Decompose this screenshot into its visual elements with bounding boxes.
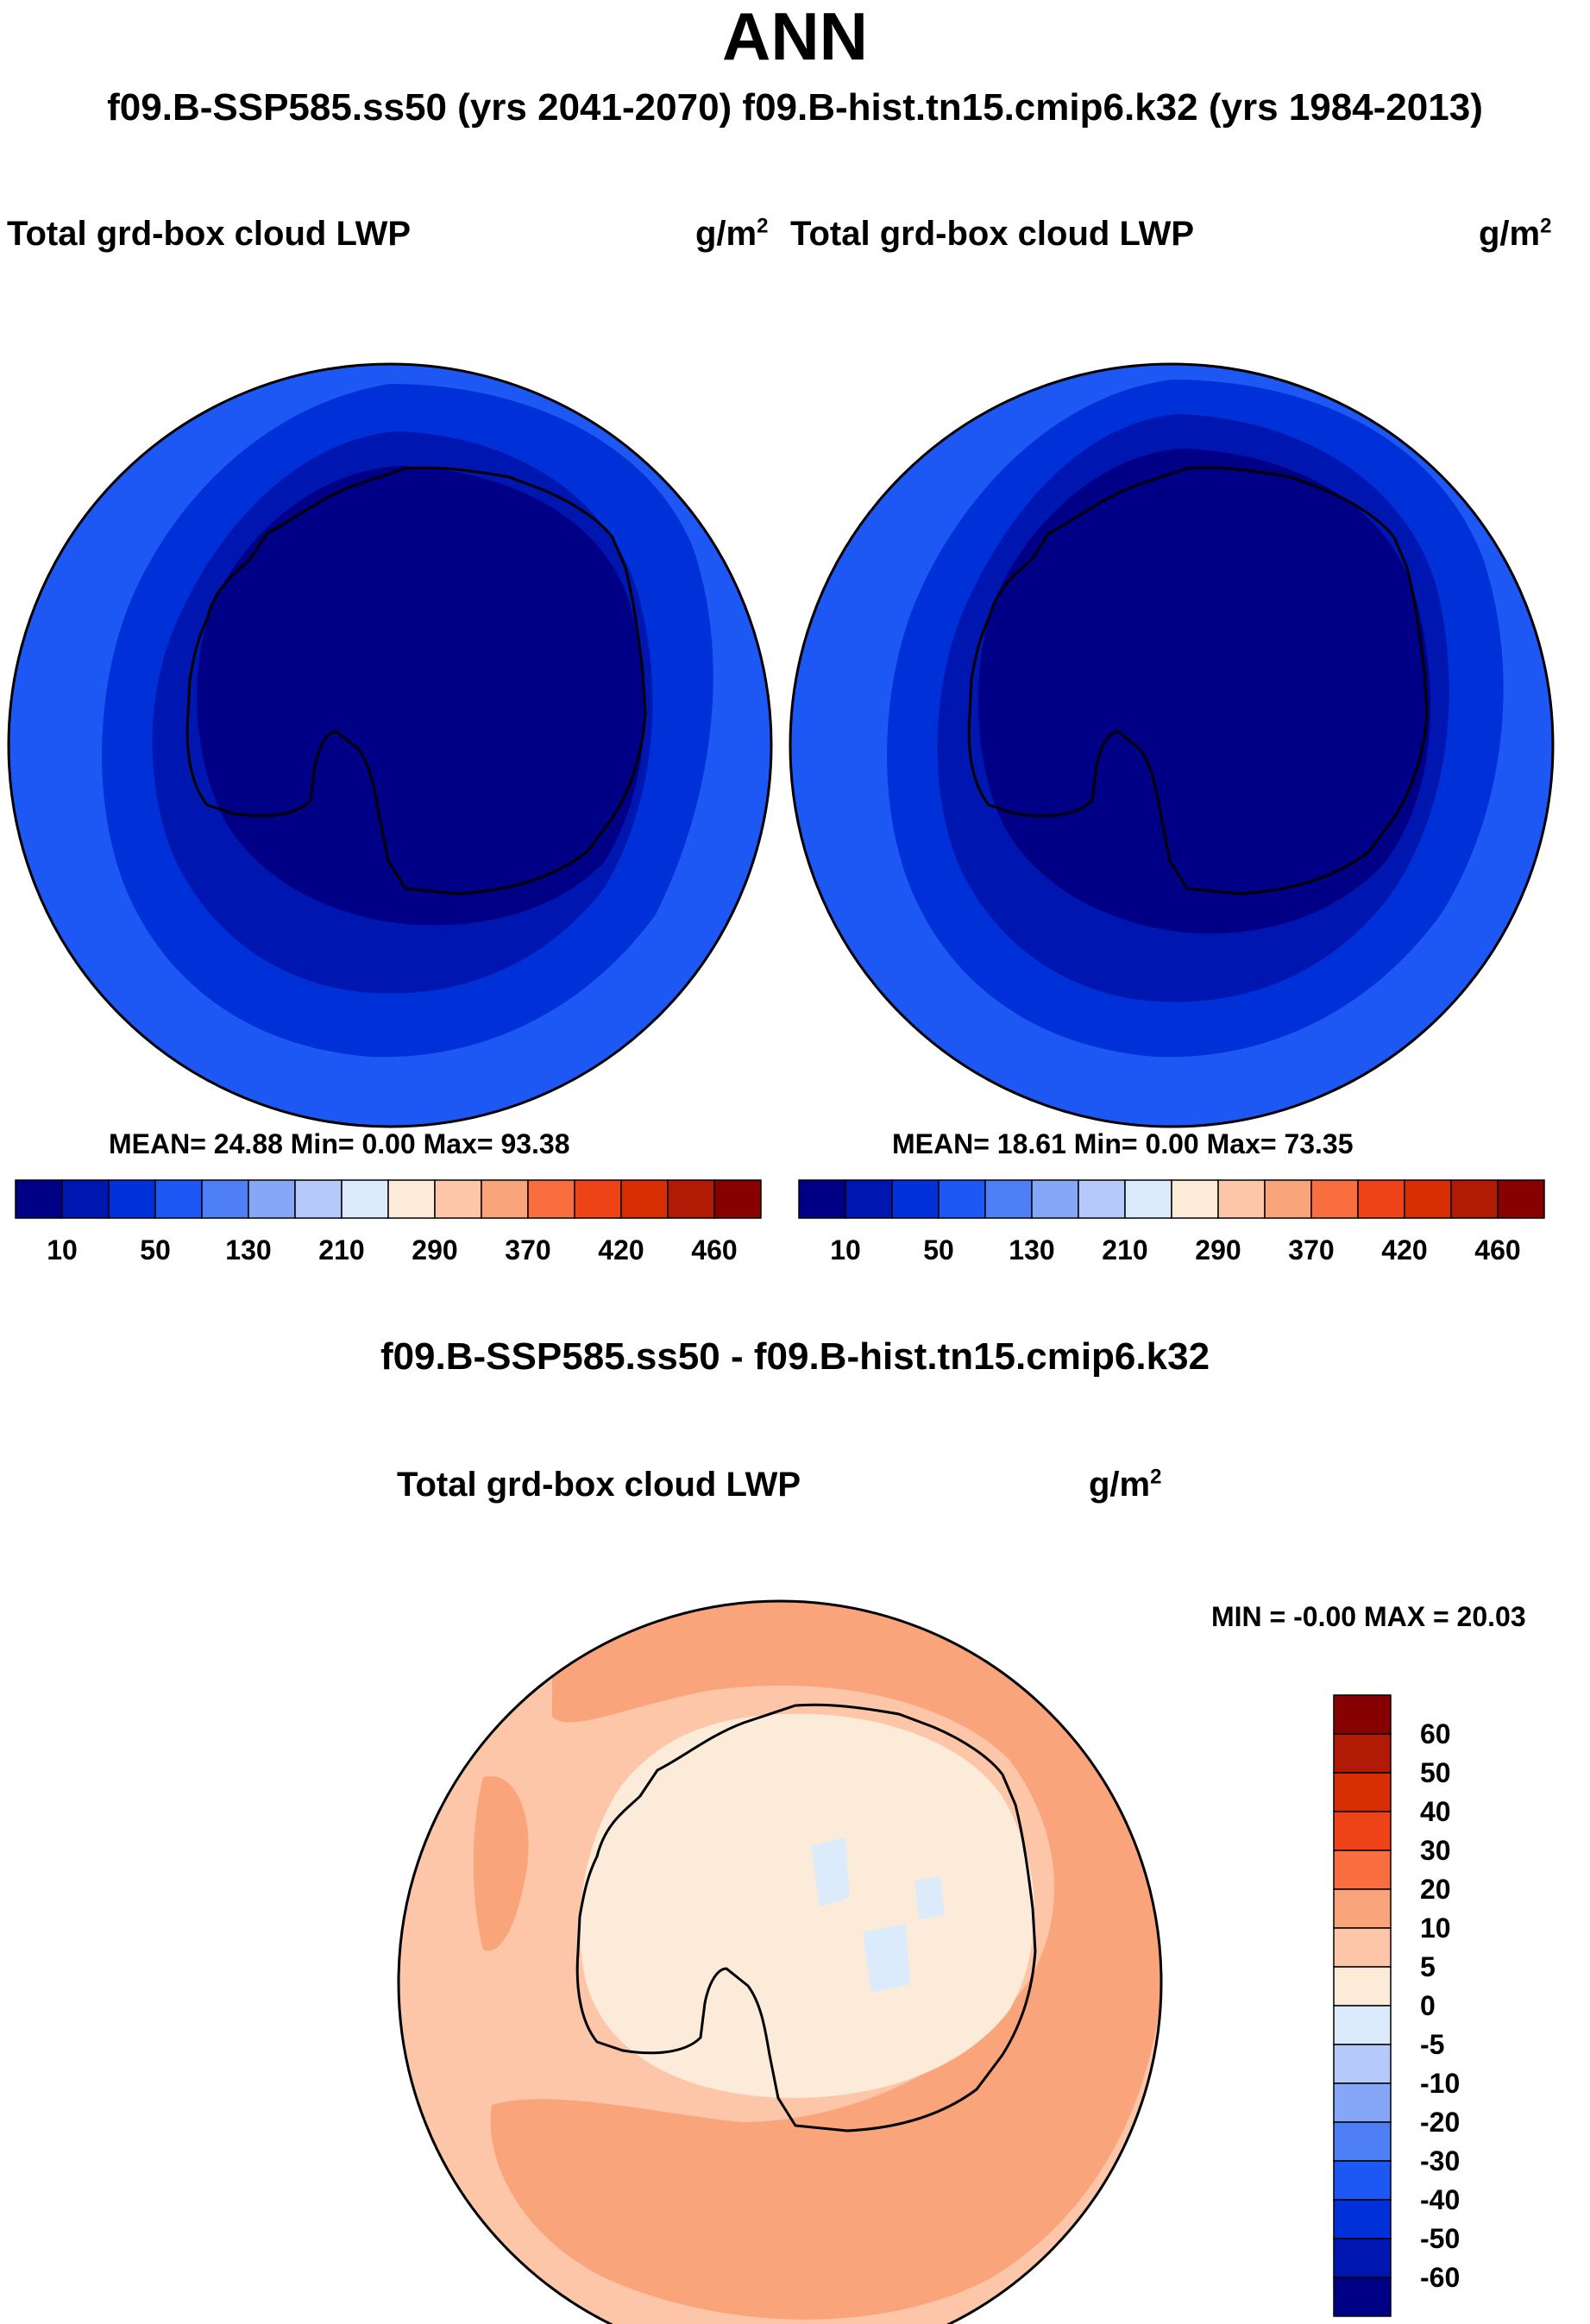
left-colorbar-box [713, 1179, 762, 1219]
case-subtitle: f09.B-SSP585.ss50 (yrs 2041-2070) f09.B-… [107, 86, 1483, 129]
left-colorbar: 10 50 130 210 290 370 420 460 [15, 1179, 762, 1266]
difference-variable: Total grd-box cloud LWP [397, 1466, 801, 1504]
difference-colorbar-box [1333, 1811, 1392, 1851]
difference-colorbar-box [1333, 2199, 1392, 2239]
right-colorbar-tick-label: 420 [1381, 1234, 1427, 1266]
difference-colorbar-box [1333, 2082, 1392, 2123]
difference-colorbar-box [1333, 2005, 1392, 2045]
right-colorbar: 10 50 130 210 290 370 420 460 [798, 1179, 1545, 1266]
left-colorbar-tick-label: 290 [412, 1234, 457, 1266]
right-colorbar-box [938, 1179, 986, 1219]
difference-colorbar-box [1333, 2121, 1392, 2162]
left-colorbar-box [108, 1179, 156, 1219]
difference-colorbar-tick-label: 40 [1420, 1796, 1451, 1827]
difference-colorbar-tick-label: 20 [1420, 1874, 1451, 1905]
left-colorbar-box [15, 1179, 63, 1219]
left-colorbar-tick-label: 10 [47, 1234, 78, 1266]
main-title: ANN [722, 0, 868, 74]
difference-colorbar-tick-label: -5 [1420, 2029, 1444, 2060]
left-colorbar-box [387, 1179, 436, 1219]
difference-colorbar-tick-label: 0 [1420, 1990, 1436, 2021]
right-colorbar-box [1404, 1179, 1452, 1219]
difference-colorbar-tick-label: 60 [1420, 1718, 1451, 1749]
right-colorbar-box [845, 1179, 893, 1219]
difference-colorbar-box [1333, 1927, 1392, 1968]
difference-colorbar-box [1333, 1772, 1392, 1812]
difference-colorbar-tick-label: -10 [1420, 2068, 1460, 2099]
difference-colorbar-box [1333, 1850, 1392, 1890]
left-colorbar-box [620, 1179, 669, 1219]
difference-colorbar-tick-label: -30 [1420, 2145, 1460, 2176]
right-colorbar-box [1497, 1179, 1545, 1219]
right-colorbar-box [1031, 1179, 1079, 1219]
left-colorbar-tick-label: 370 [505, 1234, 550, 1266]
difference-colorbar-tick-label: 50 [1420, 1757, 1451, 1788]
right-colorbar-tick-label: 210 [1102, 1234, 1147, 1266]
right-panel-stats: MEAN= 18.61 Min= 0.00 Max= 73.35 [892, 1128, 1354, 1159]
right-colorbar-box [891, 1179, 940, 1219]
left-colorbar-tick-label: 50 [140, 1234, 171, 1266]
right-colorbar-box [1264, 1179, 1312, 1219]
left-colorbar-box [61, 1179, 110, 1219]
right-colorbar-box [1357, 1179, 1405, 1219]
difference-colorbar-box [1333, 2160, 1392, 2201]
difference-colorbar-box [1333, 1966, 1392, 2007]
right-panel-variable: Total grd-box cloud LWP [790, 215, 1195, 253]
difference-colorbar-tick-label: 10 [1420, 1913, 1451, 1944]
right-colorbar-box [798, 1179, 846, 1219]
left-colorbar-box [527, 1179, 575, 1219]
difference-colorbar-tick-label: -40 [1420, 2184, 1460, 2215]
left-polar-map [7, 362, 773, 1128]
difference-title: f09.B-SSP585.ss50 - f09.B-hist.tn15.cmip… [380, 1335, 1210, 1378]
right-colorbar-tick-label: 50 [923, 1234, 954, 1266]
difference-colorbar-box [1333, 2277, 1392, 2317]
difference-colorbar-tick-label: -20 [1420, 2107, 1460, 2138]
left-colorbar-box [248, 1179, 296, 1219]
right-colorbar-box [1310, 1179, 1359, 1219]
left-colorbar-tick-label: 460 [691, 1234, 737, 1266]
difference-polar-map [397, 1599, 1163, 2324]
right-colorbar-tick-label: 130 [1009, 1234, 1054, 1266]
left-colorbar-box [434, 1179, 482, 1219]
left-colorbar-box [154, 1179, 203, 1219]
left-colorbar-box [341, 1179, 389, 1219]
difference-stats: MIN = -0.00 MAX = 20.03 [1211, 1601, 1526, 1632]
left-panel-unit: g/m2 [695, 214, 769, 253]
left-colorbar-box [481, 1179, 529, 1219]
difference-colorbar-box [1333, 2044, 1392, 2084]
difference-unit: g/m2 [1089, 1465, 1162, 1504]
right-colorbar-box [984, 1179, 1033, 1219]
right-colorbar-box [1171, 1179, 1219, 1219]
right-colorbar-box [1124, 1179, 1172, 1219]
right-panel-unit: g/m2 [1479, 214, 1552, 253]
right-polar-map [789, 362, 1555, 1128]
difference-colorbar-tick-label: 5 [1420, 1951, 1436, 1982]
difference-colorbar-tick-label: -60 [1420, 2262, 1460, 2293]
left-colorbar-box [667, 1179, 715, 1219]
left-colorbar-box [201, 1179, 249, 1219]
difference-colorbar-tick-label: 30 [1420, 1835, 1451, 1866]
difference-colorbar-box [1333, 2238, 1392, 2278]
right-colorbar-tick-label: 460 [1474, 1234, 1520, 1266]
left-colorbar-tick-label: 210 [318, 1234, 364, 1266]
right-colorbar-tick-label: 370 [1288, 1234, 1334, 1266]
left-colorbar-tick-label: 130 [225, 1234, 271, 1266]
right-colorbar-tick-label: 10 [830, 1234, 861, 1266]
difference-colorbar-box [1333, 1733, 1392, 1774]
left-colorbar-tick-label: 420 [598, 1234, 644, 1266]
difference-colorbar-box [1333, 1694, 1392, 1735]
left-colorbar-box [574, 1179, 622, 1219]
right-colorbar-box [1217, 1179, 1266, 1219]
left-panel-stats: MEAN= 24.88 Min= 0.00 Max= 93.38 [109, 1128, 570, 1159]
difference-colorbar-tick-label: -50 [1420, 2223, 1460, 2254]
right-colorbar-tick-label: 290 [1195, 1234, 1241, 1266]
left-colorbar-box [294, 1179, 343, 1219]
difference-colorbar-box [1333, 1888, 1392, 1929]
left-panel-variable: Total grd-box cloud LWP [7, 215, 412, 253]
right-colorbar-box [1078, 1179, 1126, 1219]
right-colorbar-box [1450, 1179, 1499, 1219]
